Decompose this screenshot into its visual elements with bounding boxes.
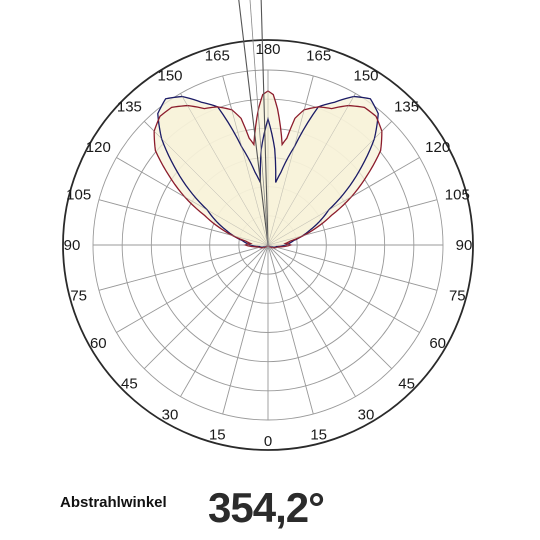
angle-pointer: [238, 0, 269, 246]
grid-spoke-overlay: [116, 244, 269, 333]
pointer-axis: [249, 0, 269, 246]
angle-value: 354,2°: [208, 484, 325, 531]
grid-spoke-overlay: [267, 244, 392, 369]
grid-spoke-overlay: [267, 93, 356, 246]
tick-label: 45: [121, 376, 138, 393]
tick-label: 180: [255, 41, 280, 58]
tick-label: 135: [117, 98, 142, 115]
tick-label: 75: [70, 288, 87, 305]
tick-label: 30: [162, 407, 179, 424]
grid-spoke-overlay: [98, 199, 269, 246]
tick-label: 165: [306, 48, 331, 65]
tick-label: 15: [209, 426, 226, 443]
tick-label: 105: [66, 186, 91, 203]
tick-label: 165: [205, 48, 230, 65]
tick-label: 150: [157, 67, 182, 84]
outer-ring: [62, 39, 474, 451]
tick-label: 90: [456, 237, 473, 254]
angle-caption-label: Abstrahlwinkel: [60, 494, 167, 511]
grid-spoke-overlay: [267, 199, 438, 246]
grid-spoke-overlay: [267, 244, 438, 291]
tick-label: 45: [398, 376, 415, 393]
grid-spoke-overlay: [267, 121, 392, 246]
grid-spoke-overlay: [267, 244, 420, 333]
grid-spoke-overlay: [98, 244, 269, 291]
tick-label: 105: [445, 186, 470, 203]
tick-label: 0: [264, 433, 272, 450]
tick-label: 60: [90, 335, 107, 352]
tick-label: 120: [86, 139, 111, 156]
tick-label: 30: [358, 407, 375, 424]
grid-spoke-overlay: [144, 121, 269, 246]
grid-spoke-overlay: [180, 93, 269, 246]
grid-spoke-overlay: [222, 75, 269, 246]
tick-label: 60: [429, 335, 446, 352]
tick-label: 150: [353, 67, 378, 84]
grid-spoke-overlay: [267, 75, 314, 246]
grid-spoke-overlay: [180, 244, 269, 397]
pointer-wedge: [238, 0, 269, 246]
grid-spoke-overlay: [267, 244, 356, 397]
grid-spoke-overlay: [267, 244, 314, 415]
tick-label: 120: [425, 139, 450, 156]
series-group: [93, 70, 443, 420]
grid-spoke-overlay: [267, 157, 420, 246]
tick-label: 75: [449, 288, 466, 305]
grid-spoke-overlay: [222, 244, 269, 415]
tick-label: 90: [64, 237, 81, 254]
tick-label: 135: [394, 98, 419, 115]
grid-spoke-overlay: [144, 244, 269, 369]
tick-label: 15: [310, 426, 327, 443]
grid-spoke-overlay: [116, 157, 269, 246]
